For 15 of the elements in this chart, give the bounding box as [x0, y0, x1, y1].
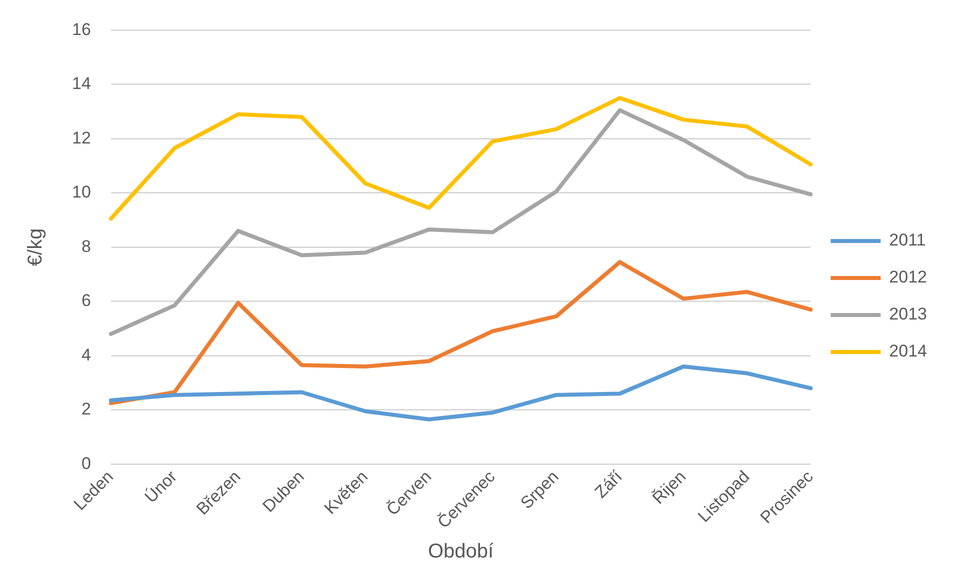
y-axis-title: €/kg — [24, 228, 47, 266]
y-tick-label: 14 — [72, 74, 91, 94]
legend-label: 2012 — [889, 268, 928, 287]
y-tick-label: 6 — [81, 291, 91, 310]
y-tick-label: 10 — [72, 182, 91, 202]
x-axis-title: Období — [428, 540, 494, 563]
y-tick-label: 0 — [81, 454, 91, 473]
y-tick-label: 4 — [81, 345, 91, 364]
y-tick-label: 2 — [81, 400, 91, 419]
y-tick-label: 12 — [72, 128, 91, 148]
y-tick-label: 8 — [81, 236, 91, 256]
legend-label: 2013 — [889, 304, 928, 324]
y-tick-label: 16 — [72, 20, 91, 39]
legend-label: 2014 — [889, 342, 928, 361]
legend-label: 2011 — [889, 230, 926, 250]
